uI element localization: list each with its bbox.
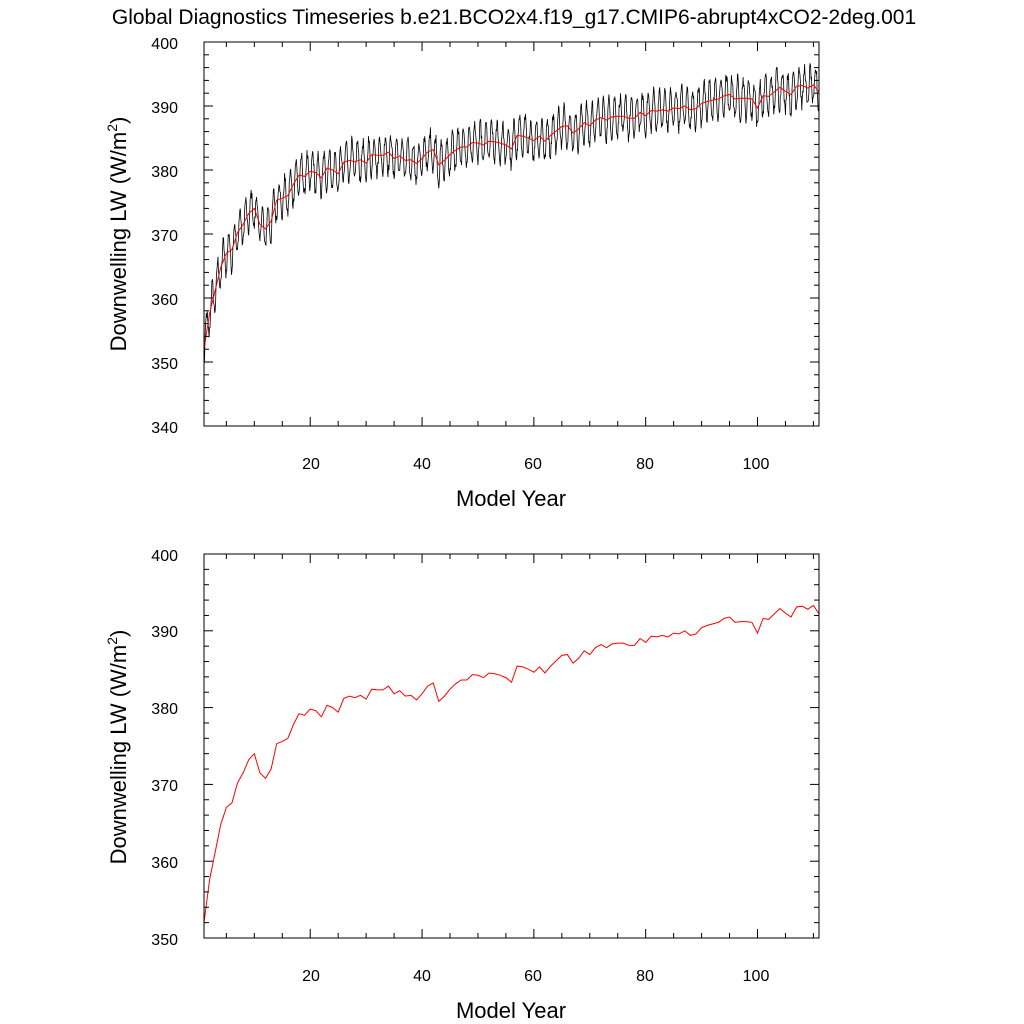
top-annual-line xyxy=(203,84,820,350)
bottom-xtick-label: 20 xyxy=(302,968,320,985)
bottom-ytick-label: 360 xyxy=(151,855,178,872)
monthly-series-line xyxy=(203,63,820,366)
top-ytick-label: 380 xyxy=(151,164,178,181)
top-ytick-label: 390 xyxy=(151,100,178,117)
bottom-panel: 350 360 370 380 390 400 20 40 60 80 100 … xyxy=(104,548,820,1023)
bottom-plot-frame xyxy=(203,553,820,939)
top-ytick-label: 360 xyxy=(151,292,178,309)
top-plot-frame xyxy=(203,41,820,427)
bottom-ylabel-main: Downwelling LW (W/m xyxy=(106,645,131,865)
top-xtick-label: 20 xyxy=(302,456,320,473)
top-xtick-label: 60 xyxy=(524,456,542,473)
top-major-ticks xyxy=(204,41,819,427)
top-ylabel-main: Downwelling LW (W/m xyxy=(106,132,131,352)
bottom-ylabel-sup: 2 xyxy=(104,637,120,645)
top-xaxis-label: Model Year xyxy=(456,486,566,511)
top-ytick-label: 370 xyxy=(151,228,178,245)
bottom-ylabel-close: ) xyxy=(106,630,131,637)
bottom-yaxis-label: Downwelling LW (W/m2) xyxy=(104,630,131,865)
top-xtick-label: 100 xyxy=(743,456,770,473)
chart-title: Global Diagnostics Timeseries b.e21.BCO2… xyxy=(112,6,916,29)
bottom-ytick-label: 380 xyxy=(151,701,178,718)
top-ytick-label: 340 xyxy=(151,420,178,437)
top-monthly-line xyxy=(203,63,820,366)
top-minor-ticks xyxy=(204,42,819,426)
bottom-xtick-label: 40 xyxy=(413,968,431,985)
top-ytick-label: 350 xyxy=(151,356,178,373)
annual-series-line xyxy=(203,84,820,350)
bottom-annual-line xyxy=(203,604,820,923)
top-ylabel-close: ) xyxy=(106,117,131,124)
top-ytick-label: 400 xyxy=(151,36,178,53)
bottom-ytick-label: 400 xyxy=(151,548,178,565)
bottom-xaxis-label: Model Year xyxy=(456,998,566,1023)
bottom-xtick-label: 100 xyxy=(743,968,770,985)
bottom-major-ticks xyxy=(204,553,819,939)
bottom-ytick-label: 350 xyxy=(151,932,178,949)
annual-series-line xyxy=(203,604,820,923)
bottom-xtick-label: 60 xyxy=(524,968,542,985)
bottom-xtick-label: 80 xyxy=(636,968,654,985)
bottom-minor-ticks xyxy=(204,554,819,938)
top-panel: 340 350 360 370 380 390 400 20 40 60 80 … xyxy=(104,36,820,511)
top-xtick-label: 80 xyxy=(636,456,654,473)
top-yaxis-label: Downwelling LW (W/m2) xyxy=(104,117,131,352)
bottom-ytick-label: 370 xyxy=(151,778,178,795)
top-ylabel-sup: 2 xyxy=(104,124,120,132)
bottom-ytick-label: 390 xyxy=(151,624,178,641)
top-xtick-label: 40 xyxy=(413,456,431,473)
